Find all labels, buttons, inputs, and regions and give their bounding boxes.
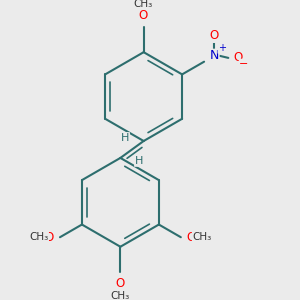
Text: CH₃: CH₃: [192, 232, 212, 242]
Text: −: −: [239, 59, 249, 69]
Text: N: N: [210, 49, 219, 62]
Text: O: O: [187, 231, 196, 244]
Text: H: H: [121, 133, 129, 143]
Text: O: O: [233, 51, 243, 64]
Text: CH₃: CH₃: [29, 232, 48, 242]
Text: O: O: [138, 9, 147, 22]
Text: O: O: [45, 231, 54, 244]
Text: H: H: [135, 156, 143, 166]
Text: +: +: [218, 43, 226, 53]
Text: O: O: [116, 278, 125, 290]
Text: CH₃: CH₃: [111, 291, 130, 300]
Text: CH₃: CH₃: [133, 0, 152, 8]
Text: O: O: [210, 29, 219, 42]
